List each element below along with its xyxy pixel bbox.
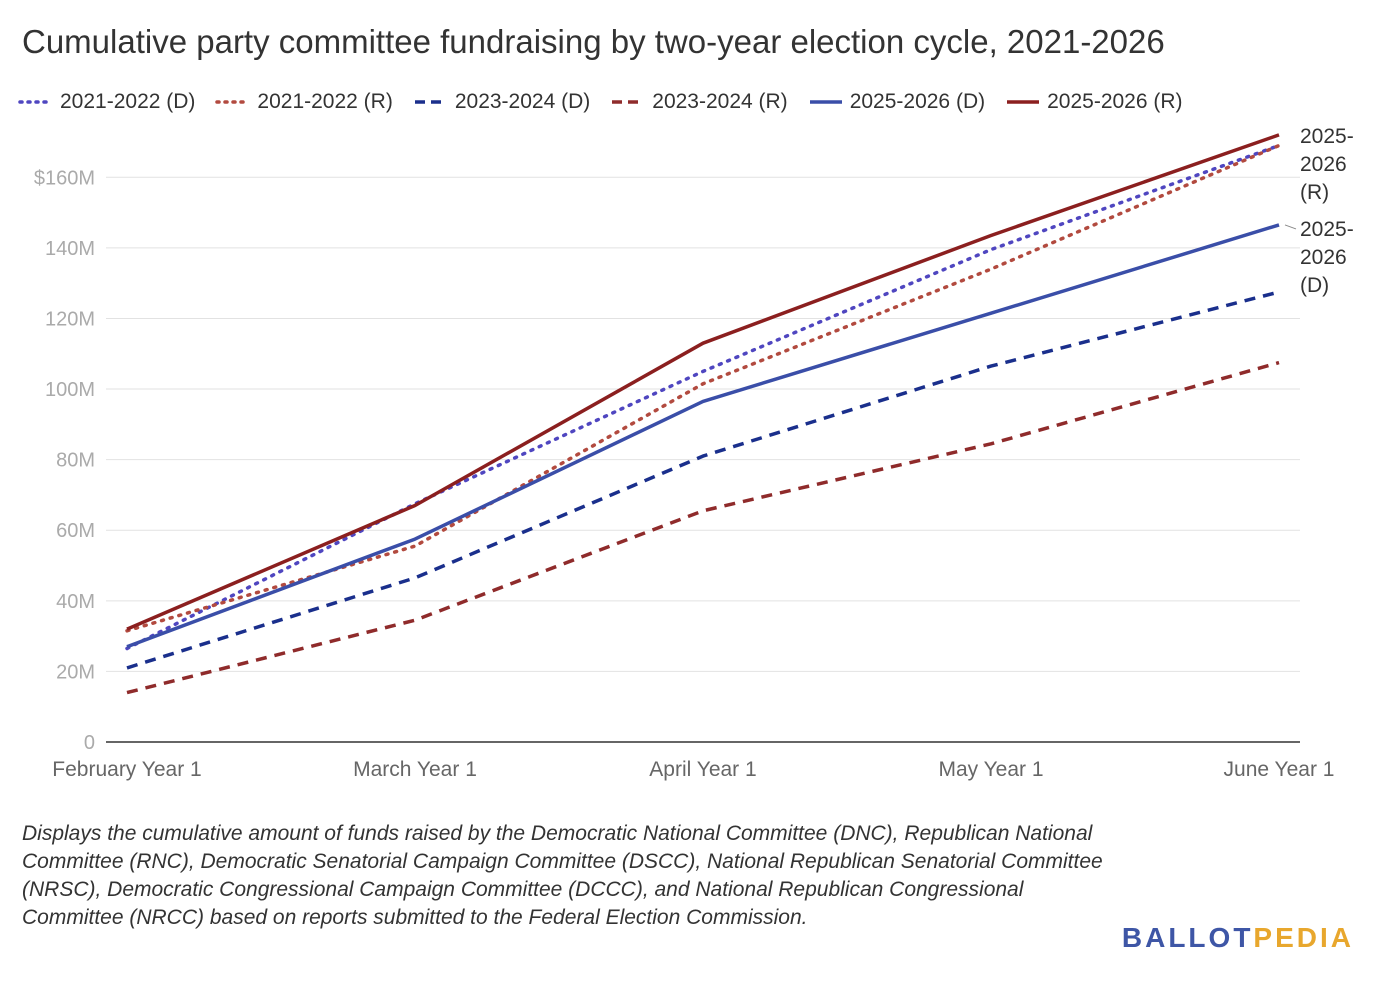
- legend-label: 2023-2024 (R): [652, 90, 788, 113]
- logo-part-pedia: PEDIA: [1253, 922, 1354, 953]
- line-chart: 0 20M 40M 60M 80M 100M 120M 140M $160M February Y…: [34, 125, 1354, 781]
- legend-item: 2025-2026 (R): [1005, 90, 1183, 114]
- y-tick-label: 40M: [56, 591, 95, 613]
- legend-label: 2021-2022 (R): [257, 90, 393, 113]
- chart-note: Displays the cumulative amount of funds …: [22, 822, 1103, 929]
- legend-swatch: [809, 100, 842, 104]
- chart-legend: 2021-2022 (D) 2021-2022 (R) 2023-2024 (D) 2…: [18, 86, 1183, 118]
- chart-title: Cumulative party committee fundraising b…: [22, 23, 1165, 60]
- series-line-2025-2026-r: [126, 133, 1280, 631]
- y-tick-label: 20M: [56, 661, 95, 683]
- y-tick-label: 0: [84, 732, 95, 754]
- legend-swatch: [215, 100, 252, 104]
- legend-item: 2021-2022 (R): [215, 90, 393, 114]
- series-line-2023-2024-r: [126, 360, 1280, 695]
- annotation-leader: [1284, 224, 1297, 230]
- annotation-label: 2026: [1300, 246, 1347, 269]
- annotation-label: (D): [1300, 274, 1329, 297]
- x-tick-label: June Year 1: [1224, 758, 1335, 781]
- legend-swatch: [414, 100, 447, 104]
- x-tick-label: March Year 1: [353, 758, 477, 781]
- legend-item: 2021-2022 (D): [18, 90, 195, 114]
- legend-swatch: [18, 100, 54, 104]
- legend-swatch: [1007, 100, 1040, 104]
- x-tick-label: April Year 1: [649, 758, 756, 781]
- y-tick-label: 100M: [45, 379, 95, 401]
- legend-label: 2025-2026 (D): [849, 90, 986, 113]
- ballotpedia-logo: BALLOTPEDIA: [1122, 922, 1354, 954]
- y-tick-label: 60M: [56, 520, 95, 542]
- y-tick-label: $160M: [34, 167, 95, 189]
- annotation-label: 2026: [1300, 153, 1347, 176]
- legend-item: 2025-2026 (D): [808, 90, 985, 114]
- series-line-2021-2022-r: [125, 143, 1281, 633]
- series-line-2025-2026-d: [126, 223, 1280, 649]
- x-tick-label: May Year 1: [938, 758, 1043, 781]
- legend-label: 2025-2026 (R): [1047, 90, 1183, 113]
- legend-item: 2023-2024 (R): [610, 90, 788, 114]
- annotation-label: 2025-: [1300, 218, 1354, 241]
- legend-label: 2023-2024 (D): [454, 90, 591, 113]
- annotation-label: 2025-: [1300, 125, 1354, 148]
- logo-part-ballot: BALLOT: [1121, 922, 1254, 953]
- legend-swatch: [612, 100, 645, 104]
- y-tick-label: 80M: [56, 450, 95, 472]
- y-tick-label: 140M: [45, 238, 95, 260]
- y-tick-label: 120M: [45, 308, 95, 330]
- series-line-2023-2024-d: [126, 290, 1280, 670]
- legend-item: 2023-2024 (D): [413, 90, 590, 114]
- legend-label: 2021-2022 (D): [60, 90, 196, 113]
- annotation-label: (R): [1300, 181, 1329, 204]
- x-tick-label: February Year 1: [52, 758, 201, 781]
- series-line-2021-2022-d: [125, 143, 1281, 651]
